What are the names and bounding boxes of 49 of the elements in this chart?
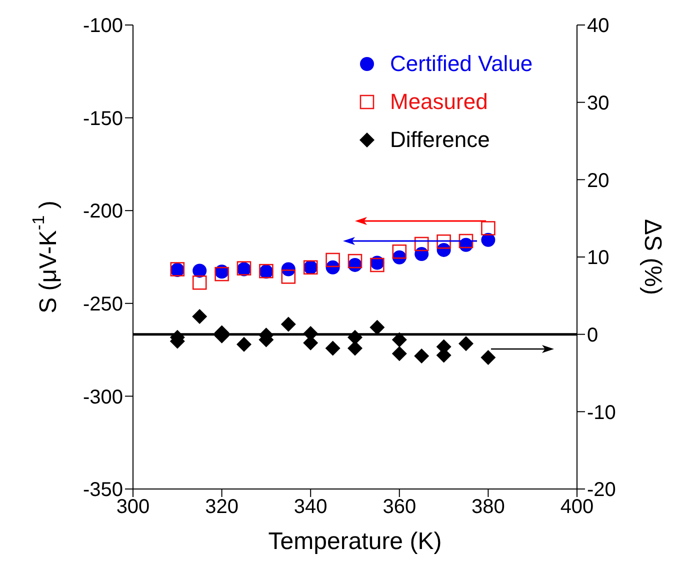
x-tick-label: 400 bbox=[560, 496, 594, 518]
y2-tick-label: 30 bbox=[587, 92, 610, 114]
point bbox=[192, 275, 207, 290]
y2-tick-label: 40 bbox=[587, 15, 610, 38]
point bbox=[458, 336, 474, 352]
point bbox=[392, 332, 407, 348]
y-tick-label: -300 bbox=[82, 386, 123, 408]
y-tick-label: -250 bbox=[82, 294, 123, 316]
point bbox=[480, 350, 496, 366]
legend-label: Difference bbox=[390, 127, 490, 153]
x-tick-label: 340 bbox=[294, 496, 328, 518]
point bbox=[392, 346, 407, 362]
point bbox=[280, 316, 296, 332]
x-tick-label: 300 bbox=[116, 496, 150, 518]
point bbox=[370, 258, 384, 272]
point bbox=[192, 264, 207, 278]
y2-tick-label: 20 bbox=[587, 170, 610, 192]
point bbox=[436, 234, 451, 249]
point bbox=[348, 254, 362, 268]
point bbox=[436, 242, 451, 257]
point bbox=[392, 244, 407, 259]
y2-tick-label: 0 bbox=[587, 324, 598, 346]
point bbox=[481, 232, 496, 247]
point bbox=[414, 247, 429, 262]
x-tick-label: 360 bbox=[382, 496, 416, 518]
y-tick-label: -200 bbox=[82, 200, 123, 223]
y2-tick-label: 10 bbox=[587, 247, 610, 270]
y2-tick-label: -10 bbox=[587, 402, 616, 424]
point bbox=[414, 348, 430, 364]
point bbox=[481, 221, 496, 236]
point bbox=[192, 309, 208, 324]
y2-axis-title: ΔS (%) bbox=[640, 218, 666, 296]
point bbox=[348, 340, 362, 356]
x-tick-label: 320 bbox=[205, 496, 238, 518]
y-tick-label: -150 bbox=[82, 108, 123, 130]
point bbox=[325, 340, 340, 356]
y-tick-label: -100 bbox=[82, 15, 123, 38]
x-axis-title: Temperature (K) bbox=[268, 528, 442, 555]
point bbox=[414, 236, 429, 252]
legend-label: Measured bbox=[390, 89, 488, 115]
point bbox=[458, 234, 474, 248]
point bbox=[326, 252, 340, 268]
point bbox=[214, 266, 229, 282]
point bbox=[348, 330, 362, 345]
legend-label: Certified Value bbox=[390, 51, 533, 77]
point bbox=[281, 270, 296, 284]
x-tick-label: 380 bbox=[472, 496, 505, 518]
point bbox=[236, 336, 252, 352]
point bbox=[370, 320, 385, 335]
